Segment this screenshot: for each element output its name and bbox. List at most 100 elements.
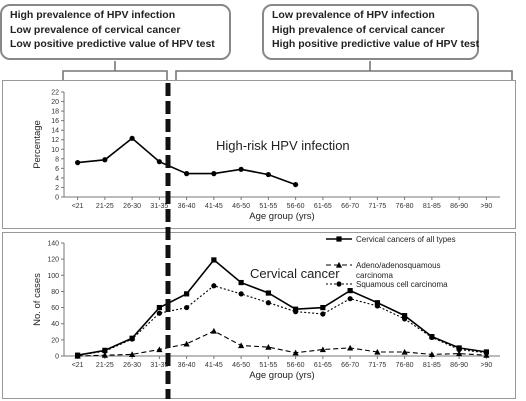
- x-tick-label: 51-55: [259, 362, 277, 369]
- x-tick-label: 71-75: [368, 362, 386, 369]
- y-tick-label: 80: [51, 289, 59, 296]
- y-tick-label: 12: [51, 137, 59, 144]
- data-point: [210, 327, 217, 334]
- y-tick-label: 120: [47, 257, 59, 264]
- callout-right-line-2: High prevalence of cervical cancer: [272, 23, 445, 36]
- data-point: [456, 350, 463, 357]
- callout-left-line-3: Low positive predictive value of HPV tes…: [10, 38, 215, 50]
- x-tick-label: 46-50: [232, 362, 250, 369]
- series-line: [77, 330, 487, 357]
- x-tick-label: 26-30: [123, 362, 141, 369]
- y-tick-label: 100: [47, 273, 59, 280]
- callout-left-line-2: Low prevalence of cervical cancer: [10, 23, 181, 36]
- x-axis-title: Age group (yrs): [249, 211, 314, 222]
- data-point: [429, 334, 435, 341]
- y-tick-label: 20: [51, 99, 59, 106]
- x-tick-label: 41-45: [205, 362, 223, 369]
- x-tick-label: >90: [480, 203, 492, 210]
- data-point: [211, 283, 217, 289]
- data-point: [211, 257, 217, 263]
- x-tick-label: 81-85: [423, 362, 441, 369]
- data-point: [402, 313, 408, 319]
- x-tick-label: <21: [72, 203, 84, 210]
- y-tick-label: 14: [51, 128, 59, 135]
- x-tick-label: 36-40: [178, 203, 196, 210]
- y-tick-label: 8: [55, 156, 59, 163]
- y-tick-label: 20: [51, 337, 59, 344]
- y-tick-label: 0: [55, 354, 59, 361]
- y-axis-title: No. of cases: [32, 273, 43, 326]
- y-tick-label: 22: [51, 90, 59, 97]
- data-point: [265, 344, 272, 350]
- data-point: [320, 304, 326, 311]
- series-line: [77, 258, 487, 356]
- callout-brackets: [62, 61, 513, 80]
- x-tick-label: <21: [72, 362, 84, 369]
- data-point: [319, 346, 326, 353]
- data-point: [483, 350, 489, 356]
- legend-label: carcinoma: [356, 271, 393, 280]
- data-point: [102, 157, 108, 163]
- data-point: [374, 303, 380, 309]
- data-point: [75, 352, 81, 358]
- x-tick-label: 76-80: [396, 362, 414, 369]
- data-point: [129, 135, 135, 141]
- x-tick-label: 66-70: [341, 362, 359, 369]
- y-tick-label: 60: [51, 305, 59, 312]
- legend-marker: [335, 261, 343, 268]
- data-point: [238, 342, 245, 349]
- data-point: [402, 316, 408, 322]
- y-axis-title: Percentage: [32, 120, 43, 169]
- bracket-left: [62, 61, 168, 80]
- x-tick-label: 76-80: [396, 203, 414, 210]
- x-tick-label: 31-35: [150, 203, 168, 210]
- cervical-cancer-panel: [2, 232, 516, 399]
- legend-label: Cervical cancers of all types: [356, 235, 456, 244]
- bracket-right: [175, 61, 513, 80]
- data-point: [238, 166, 244, 172]
- data-point: [347, 288, 353, 294]
- data-point: [156, 304, 162, 311]
- x-tick-label: 46-50: [232, 203, 250, 210]
- y-tick-label: 6: [55, 166, 59, 173]
- x-tick-label: 31-35: [150, 362, 168, 369]
- y-tick-label: 18: [51, 109, 59, 116]
- callout-right-line-3: High positive predictive value of HPV te…: [272, 38, 480, 50]
- series-line: [77, 285, 487, 356]
- data-point: [184, 291, 190, 297]
- x-tick-label: 51-55: [259, 203, 277, 210]
- x-tick-label: 71-75: [368, 203, 386, 210]
- x-tick-label: >90: [480, 362, 492, 369]
- data-point: [456, 346, 462, 353]
- x-tick-label: 41-45: [205, 203, 223, 210]
- data-point: [265, 290, 271, 296]
- data-point: [320, 311, 326, 317]
- data-point: [428, 351, 435, 357]
- legend-label: Adeno/adenosquamous: [356, 261, 441, 270]
- y-tick-label: 2: [55, 185, 59, 192]
- y-tick-label: 16: [51, 118, 59, 125]
- data-point: [293, 309, 299, 315]
- data-point: [102, 348, 108, 354]
- callout-right-line-1: Low prevalence of HPV infection: [272, 9, 435, 21]
- data-point: [347, 296, 353, 302]
- cervical-cancer-chart: 0 20 40 60 80 100 120 140 <21 21-25 26-30 31-35 36-4…: [32, 235, 500, 381]
- y-tick-label: 4: [55, 175, 59, 182]
- callout-left-line-1: High prevalence of HPV infection: [10, 9, 176, 21]
- data-point: [238, 279, 244, 286]
- x-tick-label: 86-90: [450, 362, 468, 369]
- data-point: [101, 352, 108, 358]
- data-point: [184, 304, 190, 311]
- data-point: [156, 346, 163, 353]
- x-tick-label: 36-40: [178, 362, 196, 369]
- data-point: [238, 291, 244, 297]
- hpv-infection-panel: [2, 80, 516, 229]
- data-point: [156, 310, 162, 316]
- callout-high-hpv: High prevalence of HPV infection Low pre…: [0, 4, 231, 60]
- x-tick-label: 61-65: [314, 203, 332, 210]
- data-point: [129, 336, 135, 342]
- x-tick-label: 21-25: [96, 203, 114, 210]
- y-tick-label: 40: [51, 321, 59, 328]
- data-point: [184, 171, 190, 177]
